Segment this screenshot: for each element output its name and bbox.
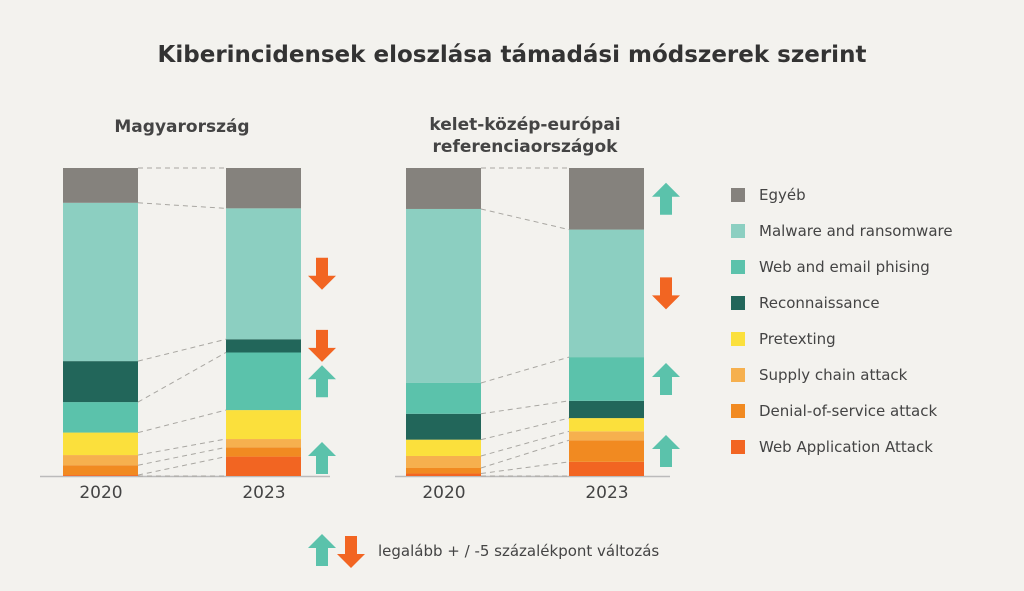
bar-segment-egy-b-2023 — [569, 168, 644, 230]
change-arrow-up-icon — [308, 365, 336, 398]
connector-line — [137, 409, 227, 434]
bar-segment-reconnaissance-2020 — [63, 361, 138, 403]
connector-line — [137, 202, 227, 209]
bar-segment-pretexting-2020 — [63, 432, 138, 456]
bar-segment-malware-and-ransomware-2023 — [226, 208, 301, 340]
legend-label: Denial-of-service attack — [759, 402, 938, 420]
bar-segment-pretexting-2020 — [406, 439, 481, 456]
legend-label: Web Application Attack — [759, 438, 933, 456]
legend-item-malware-and-ransomware: Malware and ransomware — [731, 222, 953, 240]
legend-swatch — [731, 224, 745, 238]
legend-label: Egyéb — [759, 186, 806, 204]
connector-line — [137, 338, 227, 362]
legend-swatch — [731, 260, 745, 274]
bar-segment-supply-chain-attack-2020 — [63, 455, 138, 466]
legend-swatch — [731, 368, 745, 382]
legend-down-arrow-icon — [337, 536, 365, 568]
bar-segment-supply-chain-attack-2020 — [406, 455, 481, 468]
bar-segment-egy-b-2020 — [406, 168, 481, 209]
bar-segment-egy-b-2020 — [63, 168, 138, 203]
legend-note: legalább + / -5 százalékpont változás — [378, 542, 660, 560]
bar-segment-web-and-email-phising-2023 — [569, 357, 644, 401]
bar-segment-pretexting-2023 — [226, 410, 301, 440]
legend-label: Pretexting — [759, 330, 836, 348]
connector-line — [480, 356, 570, 384]
connector-line — [480, 430, 570, 457]
bar-segment-denial-of-service-attack-2020 — [63, 465, 138, 476]
bar-segment-web-application-attack-2020 — [63, 475, 138, 476]
connector-line — [480, 417, 570, 441]
legend-item-egy-b: Egyéb — [731, 186, 806, 204]
bar-segment-pretexting-2023 — [569, 418, 644, 432]
legend-item-denial-of-service-attack: Denial-of-service attack — [731, 402, 937, 420]
bar-segment-denial-of-service-attack-2023 — [569, 440, 644, 462]
bar-segment-malware-and-ransomware-2020 — [63, 202, 138, 362]
bar-segment-web-application-attack-2023 — [226, 456, 301, 476]
bar-segment-malware-and-ransomware-2023 — [569, 229, 644, 358]
legend-swatch — [731, 440, 745, 454]
bar-segment-web-and-email-phising-2020 — [63, 402, 138, 433]
x-tick-label: 2020 — [79, 483, 123, 503]
x-tick-label: 2023 — [585, 483, 629, 503]
bar-segment-web-application-attack-2020 — [406, 473, 481, 476]
connector-line — [480, 461, 570, 475]
legend-swatch — [731, 332, 745, 346]
bar-segment-egy-b-2023 — [226, 168, 301, 209]
connector-line — [137, 456, 227, 476]
legend-label: Supply chain attack — [759, 366, 908, 384]
legend-item-reconnaissance: Reconnaissance — [731, 294, 880, 312]
connector-line — [480, 208, 570, 231]
legend-swatch — [731, 404, 745, 418]
legend-label: Reconnaissance — [759, 294, 880, 312]
change-arrow-down-icon — [652, 277, 680, 310]
connector-line — [480, 400, 570, 415]
legend-item-supply-chain-attack: Supply chain attack — [731, 366, 907, 384]
connector-line — [137, 438, 227, 456]
x-tick-label: 2020 — [422, 483, 466, 503]
change-arrow-down-icon — [308, 329, 336, 362]
legend-swatch — [731, 296, 745, 310]
connector-line — [137, 446, 227, 466]
x-tick-label: 2023 — [242, 483, 286, 503]
bar-segment-web-and-email-phising-2023 — [226, 352, 301, 411]
change-arrow-down-icon — [308, 257, 336, 290]
bar-segment-reconnaissance-2023 — [569, 400, 644, 419]
legend-label: Web and email phising — [759, 258, 930, 276]
change-arrow-up-icon — [652, 182, 680, 215]
bar-segment-reconnaissance-2020 — [406, 413, 481, 440]
legend-item-pretexting: Pretexting — [731, 330, 836, 348]
connector-line — [137, 352, 227, 403]
bar-segment-malware-and-ransomware-2020 — [406, 208, 481, 383]
change-arrow-up-icon — [652, 362, 680, 395]
panel-title-cee: kelet-közép-európai referenciaországok — [429, 115, 621, 157]
legend-up-arrow-icon — [308, 534, 336, 566]
bar-segment-web-application-attack-2023 — [569, 461, 644, 476]
bar-segment-supply-chain-attack-2023 — [226, 439, 301, 448]
legend-item-web-application-attack: Web Application Attack — [731, 438, 933, 456]
chart-title: Kiberincidensek eloszlása támadási módsz… — [157, 42, 867, 68]
legend-label: Malware and ransomware — [759, 222, 953, 240]
legend-swatch — [731, 188, 745, 202]
change-arrow-up-icon — [308, 442, 336, 474]
connector-line — [480, 439, 570, 469]
panel-title-hungary: Magyarország — [114, 117, 250, 137]
bar-segment-denial-of-service-attack-2023 — [226, 447, 301, 457]
bar-segment-denial-of-service-attack-2020 — [406, 467, 481, 474]
bar-segment-supply-chain-attack-2023 — [569, 431, 644, 441]
bar-segment-reconnaissance-2023 — [226, 339, 301, 353]
legend-item-web-and-email-phising: Web and email phising — [731, 258, 930, 276]
bar-segment-web-and-email-phising-2020 — [406, 382, 481, 414]
change-arrow-up-icon — [652, 435, 680, 468]
